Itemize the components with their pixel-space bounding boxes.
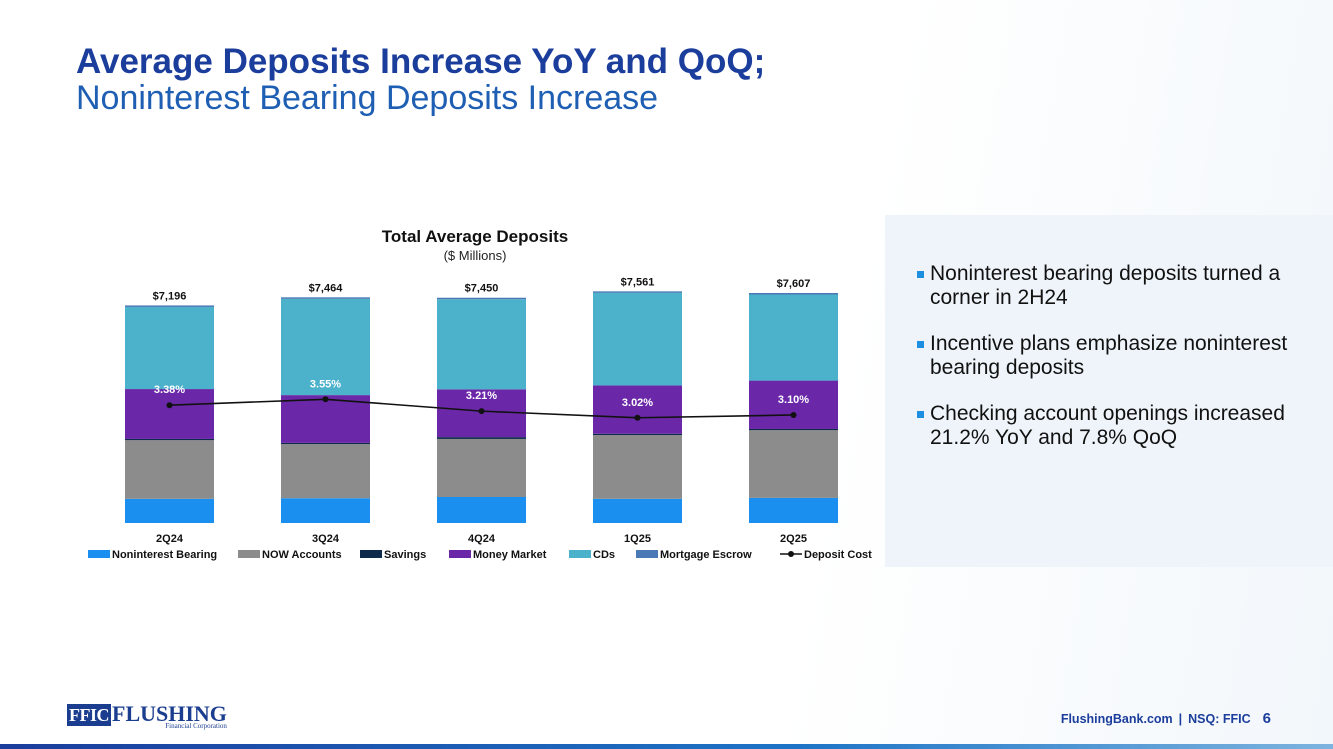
bar-segment-cds-2q24: [125, 306, 214, 390]
footer-ticker: NSQ: FFIC: [1188, 712, 1251, 726]
title-line-1: Average Deposits Increase YoY and QoQ;: [76, 42, 766, 81]
bar-segment-savings-3q24: [281, 442, 370, 445]
bullet-item: Checking account openings increased 21.2…: [917, 402, 1317, 450]
logo-subtitle: Financial Corporation: [165, 722, 227, 730]
bullet-text: Noninterest bearing deposits turned a co…: [930, 262, 1281, 309]
deposit-cost-point: [634, 414, 641, 421]
bullet-item: Incentive plans emphasize noninterest be…: [917, 332, 1317, 380]
bar-segment-money_market-1q25: [593, 385, 682, 434]
slide-title: Average Deposits Increase YoY and QoQ; N…: [76, 44, 976, 115]
x-axis-labels: 2Q24 3Q24 4Q24 1Q25 2Q25: [156, 533, 807, 545]
legend-swatch: [88, 550, 110, 558]
footer-info: FlushingBank.com | NSQ: FFIC 6: [1061, 710, 1271, 727]
bullet-item: Noninterest bearing deposits turned a co…: [917, 262, 1317, 310]
bar-total-label: $7,464: [309, 282, 344, 294]
bar-segment-savings-2q25: [749, 428, 838, 431]
bar-segment-now_accounts-4q24: [437, 438, 526, 497]
bar-group: $7,196 $7,464 $7,450 $7,561 $7,607: [125, 276, 838, 523]
bar-segment-noninterest_bearing-2q24: [125, 498, 214, 523]
legend-swatch: [569, 550, 591, 558]
bullet-list: Noninterest bearing deposits turned a co…: [917, 262, 1317, 472]
bar-segment-now_accounts-2q25: [749, 430, 838, 498]
bullet-text: Incentive plans emphasize noninterest be…: [930, 332, 1288, 379]
bar-segment-now_accounts-2q24: [125, 440, 214, 499]
page-number: 6: [1262, 710, 1271, 727]
bar-segment-mortgage_escrow-1q25: [593, 291, 682, 293]
bullet-text: Checking account openings increased 21.2…: [930, 402, 1285, 449]
bar-segment-cds-3q24: [281, 298, 370, 396]
deposit-cost-point: [322, 396, 329, 403]
bar-segment-noninterest_bearing-4q24: [437, 496, 526, 523]
legend-label: CDs: [593, 549, 615, 561]
deposits-chart: Total Average Deposits ($ Millions) $7,1…: [70, 220, 880, 570]
deposit-cost-label: 3.21%: [466, 390, 497, 402]
deposit-cost-label: 3.02%: [622, 397, 653, 409]
deposits-chart-svg: Total Average Deposits ($ Millions) $7,1…: [88, 227, 872, 561]
footer-separator: |: [1178, 712, 1183, 726]
bar-segment-mortgage_escrow-4q24: [437, 297, 526, 300]
legend-label: Noninterest Bearing: [112, 549, 217, 561]
company-logo: FFIC FLUSHING Financial Corporation: [67, 701, 227, 732]
highlights-panel: [885, 215, 1333, 567]
bottom-accent-bar: [0, 744, 1333, 749]
bar-segment-money_market-2q25: [749, 380, 838, 429]
legend-swatch: [360, 550, 382, 558]
bar-segment-mortgage_escrow-2q24: [125, 305, 214, 307]
bar-segment-mortgage_escrow-3q24: [281, 297, 370, 299]
legend-label: Money Market: [473, 549, 547, 561]
legend-label: NOW Accounts: [262, 549, 342, 561]
x-tick-label: 4Q24: [468, 533, 496, 545]
legend-label: Savings: [384, 549, 426, 561]
bar-segment-money_market-2q24: [125, 389, 214, 439]
bar-segment-noninterest_bearing-3q24: [281, 498, 370, 523]
deposit-cost-line-group: 3.38% 3.55% 3.21% 3.02% 3.10%: [154, 378, 809, 421]
bar-segment-money_market-3q24: [281, 395, 370, 443]
bar-total-label: $7,561: [621, 276, 655, 288]
bar-segment-noninterest_bearing-2q25: [749, 497, 838, 523]
logo-wordmark: FLUSHING Financial Corporation: [112, 701, 227, 731]
title-line-2: Noninterest Bearing Deposits Increase: [76, 79, 659, 117]
legend-label: Mortgage Escrow: [660, 549, 752, 561]
deposit-cost-point: [478, 408, 485, 415]
bar-total-label: $7,450: [465, 283, 499, 295]
chart-legend: Noninterest Bearing NOW Accounts Savings Mo…: [88, 549, 872, 561]
x-tick-label: 1Q25: [624, 533, 651, 545]
bar-total-label: $7,196: [153, 290, 187, 302]
legend-swatch: [449, 550, 471, 558]
bar-segment-savings-4q24: [437, 437, 526, 439]
bar-total-label: $7,607: [777, 278, 811, 290]
legend-swatch: [238, 550, 260, 558]
chart-title: Total Average Deposits: [382, 227, 568, 246]
bar-segment-mortgage_escrow-2q25: [749, 293, 838, 295]
logo-word-text: FLUSHING: [112, 701, 227, 726]
legend-swatch: [636, 550, 658, 558]
x-tick-label: 2Q25: [780, 533, 807, 545]
chart-subtitle: ($ Millions): [444, 248, 507, 263]
bar-segment-now_accounts-1q25: [593, 435, 682, 499]
bar-segment-cds-1q25: [593, 292, 682, 386]
x-tick-label: 3Q24: [312, 533, 340, 545]
bar-segment-cds-4q24: [437, 299, 526, 390]
x-tick-label: 2Q24: [156, 533, 184, 545]
bar-segment-noninterest_bearing-1q25: [593, 498, 682, 523]
bullet-square-icon: [917, 271, 924, 278]
legend-point-swatch: [788, 551, 794, 557]
bullet-square-icon: [917, 341, 924, 348]
bar-segment-cds-2q25: [749, 294, 838, 381]
bar-segment-savings-2q24: [125, 438, 214, 441]
deposit-cost-label: 3.38%: [154, 384, 185, 396]
deposit-cost-point: [790, 411, 797, 418]
bar-segment-now_accounts-3q24: [281, 444, 370, 499]
bullet-square-icon: [917, 411, 924, 418]
deposit-cost-label: 3.10%: [778, 394, 809, 406]
logo-ffic-box: FFIC: [67, 704, 111, 726]
footer-website: FlushingBank.com: [1060, 712, 1173, 726]
deposit-cost-label: 3.55%: [310, 378, 341, 390]
deposit-cost-point: [166, 402, 173, 409]
bar-segment-savings-1q25: [593, 433, 682, 436]
legend-label: Deposit Cost: [804, 549, 872, 561]
